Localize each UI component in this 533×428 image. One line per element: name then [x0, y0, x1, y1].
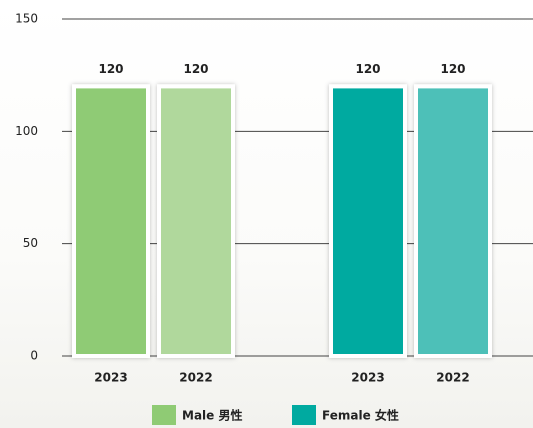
- x-tick-label: 2022: [179, 371, 212, 385]
- legend-swatch: [152, 405, 176, 425]
- value-label: 120: [355, 62, 380, 76]
- x-tick-label: 2023: [351, 371, 384, 385]
- x-tick-label: 2022: [436, 371, 469, 385]
- legend-label: Male 男性: [182, 408, 242, 423]
- y-tick-label: 100: [15, 124, 38, 138]
- legend-label: Female 女性: [322, 408, 399, 423]
- y-tick-label: 150: [15, 12, 38, 26]
- x-tick-label: 2023: [94, 371, 127, 385]
- value-label: 120: [98, 62, 123, 76]
- bar: [72, 84, 150, 359]
- value-label: 120: [440, 62, 465, 76]
- value-label: 120: [183, 62, 208, 76]
- y-tick-label: 50: [23, 236, 38, 250]
- bar: [157, 84, 235, 359]
- legend-swatch: [292, 405, 316, 425]
- bar: [329, 84, 407, 359]
- y-tick-label: 0: [30, 349, 38, 363]
- bar: [414, 84, 492, 359]
